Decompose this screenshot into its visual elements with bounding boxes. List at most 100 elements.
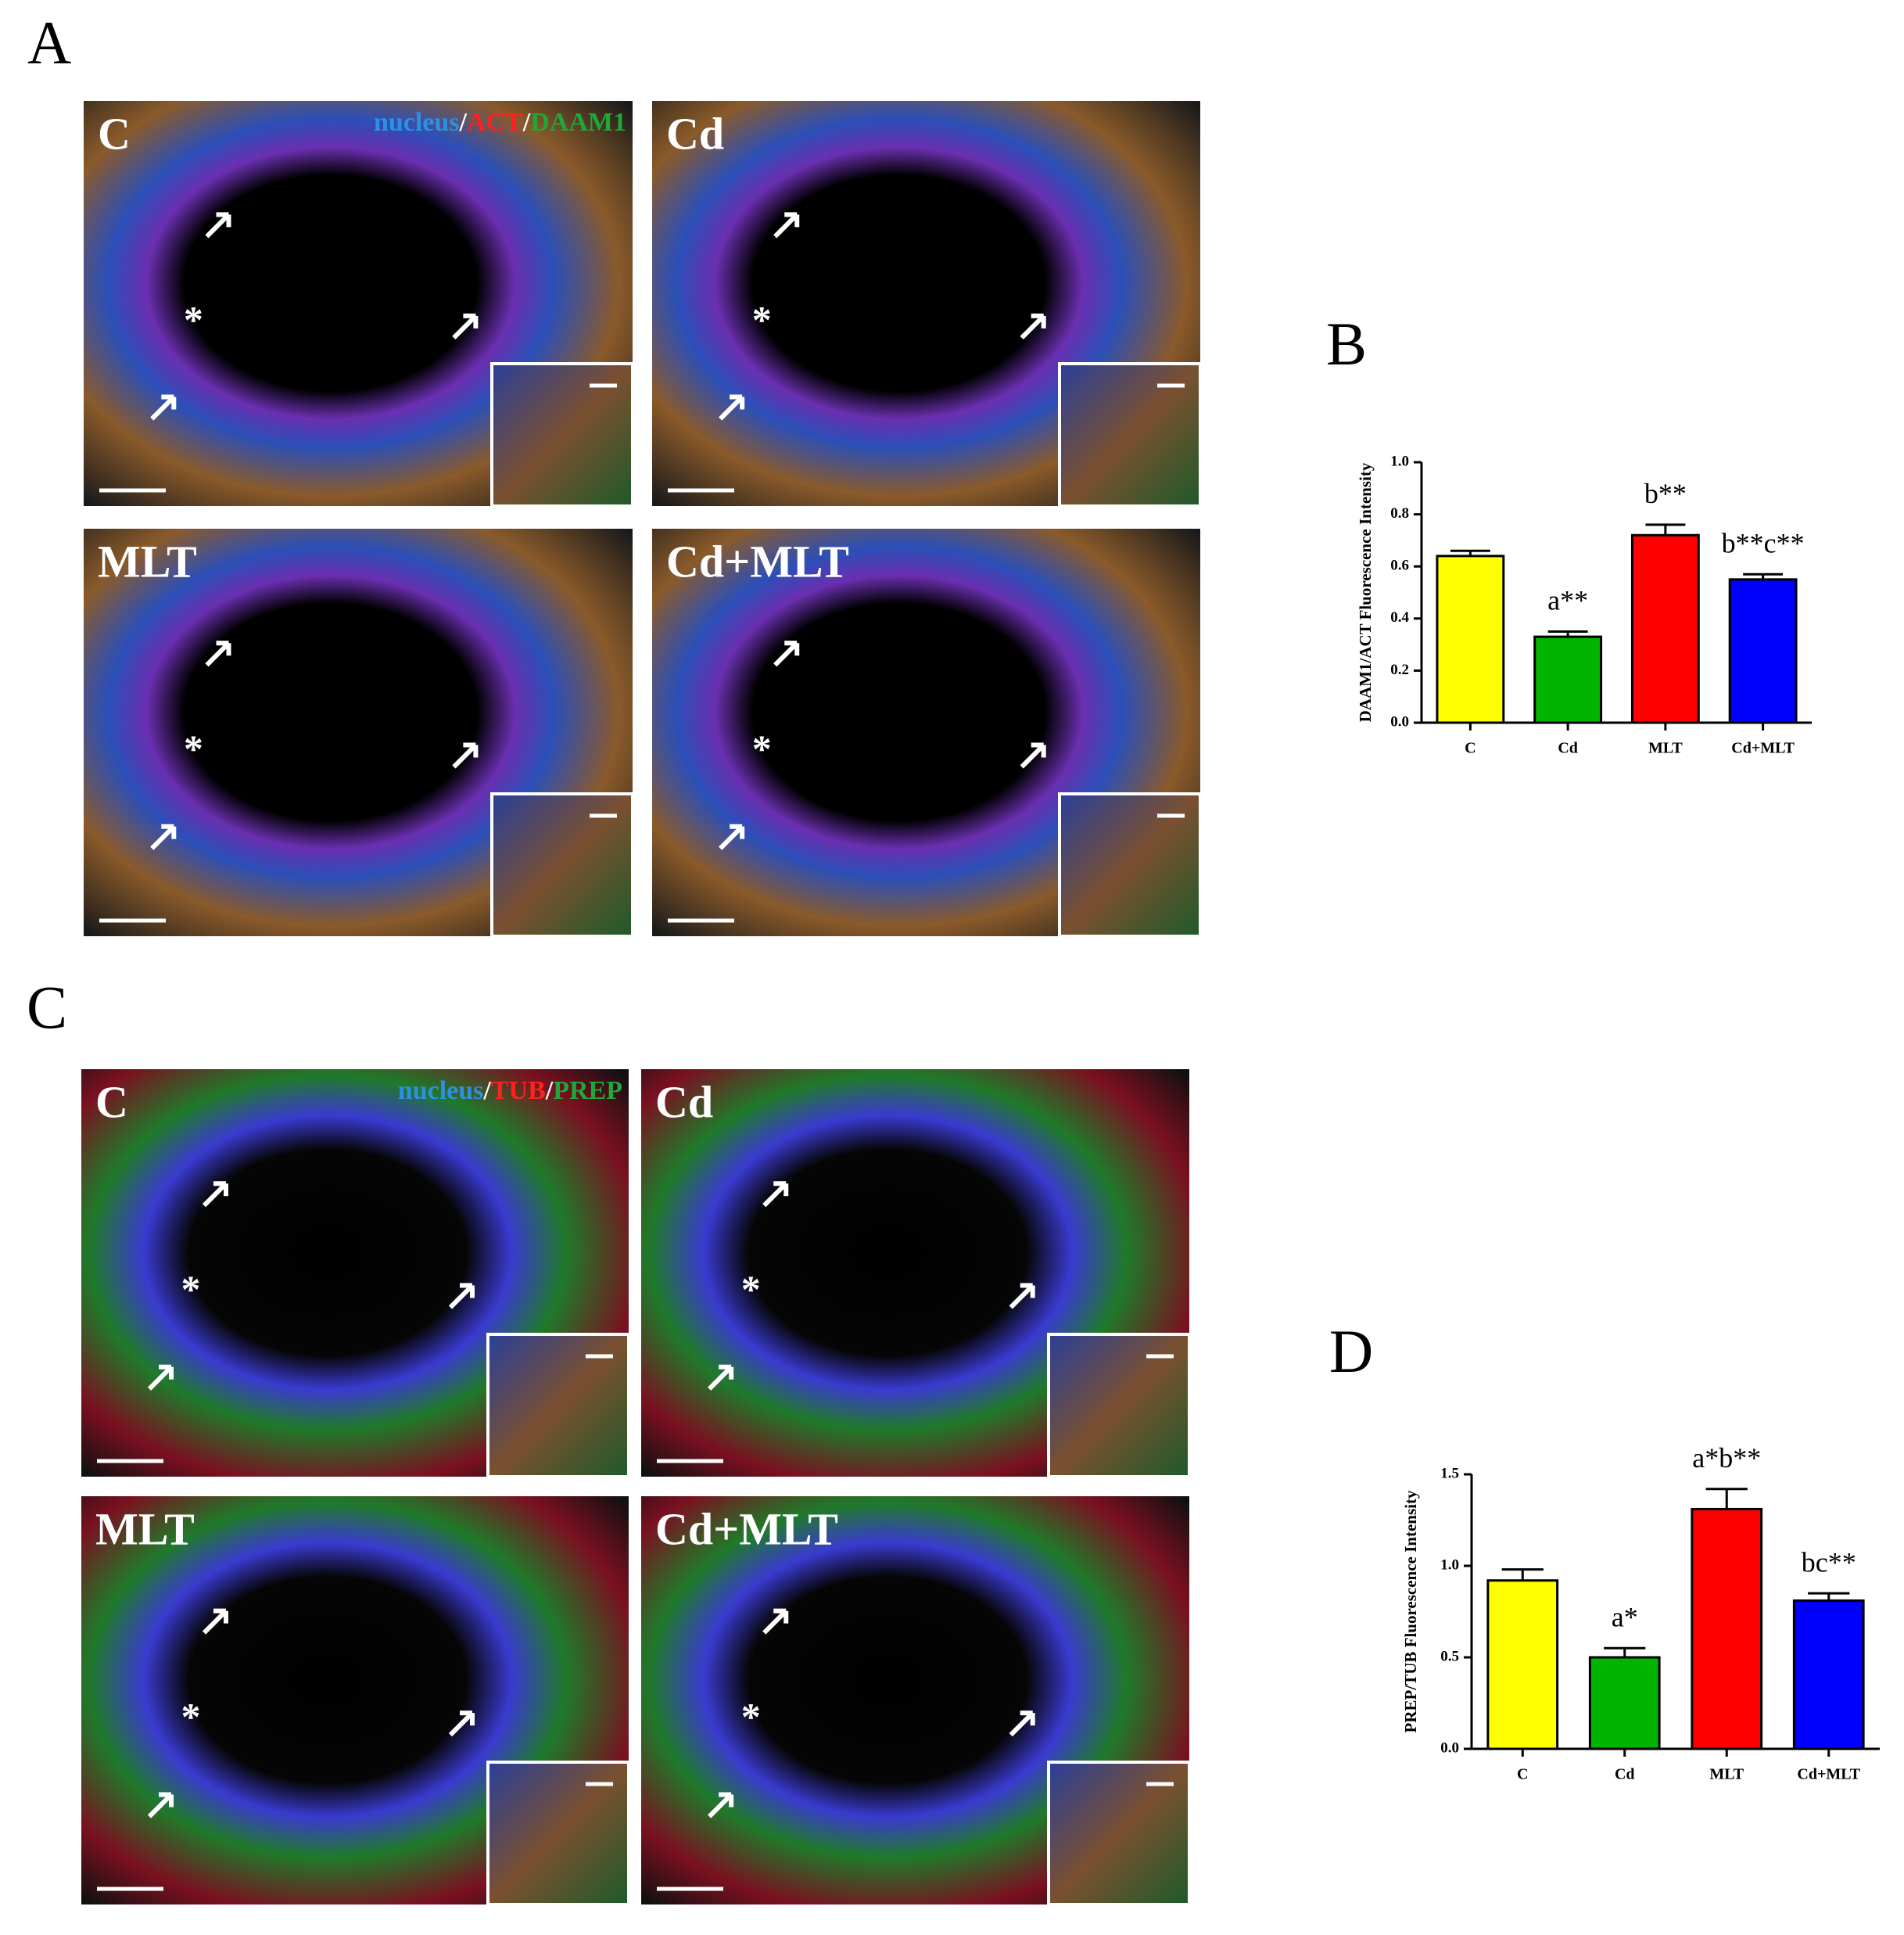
- arrow-marker: [708, 1364, 734, 1391]
- stain-legend: nucleus/TUB/PREP: [398, 1076, 622, 1105]
- y-tick-label: 1.5: [1440, 1465, 1459, 1481]
- arrow-marker: [150, 824, 177, 850]
- arrow-marker: [448, 1283, 475, 1309]
- panel-letter: D: [1329, 1317, 1373, 1385]
- stain-legend-part: /: [545, 1076, 554, 1105]
- y-tick-label: 1.0: [1440, 1556, 1459, 1573]
- x-tick-label: Cd+MLT: [1797, 1766, 1860, 1783]
- arrow-marker: [1009, 1283, 1035, 1309]
- arrow-marker: [448, 1711, 475, 1737]
- bar: [1691, 1507, 1763, 1750]
- sample-label: Cd: [655, 1076, 713, 1127]
- bar: [1486, 1579, 1559, 1750]
- arrow-marker: [205, 641, 231, 667]
- arrow-marker: [452, 313, 479, 340]
- sample-label: MLT: [98, 536, 197, 587]
- stain-legend-part: nucleus: [374, 108, 460, 137]
- asterisk: *: [181, 1695, 201, 1739]
- error-bar: [1604, 1646, 1646, 1657]
- y-tick-label: 0.0: [1440, 1739, 1459, 1756]
- sample-label: Cd+MLT: [655, 1503, 838, 1554]
- stain-legend-part: TUB: [491, 1076, 546, 1105]
- arrow-marker: [147, 1364, 174, 1391]
- y-tick-label: 0.5: [1440, 1648, 1459, 1664]
- arrow-marker: [452, 742, 479, 769]
- arrow-marker: [1020, 313, 1046, 340]
- error-bar: [1547, 630, 1588, 637]
- y-tick-label: 0.2: [1390, 662, 1409, 678]
- bar: [1436, 555, 1505, 724]
- arrow-marker: [147, 1792, 174, 1818]
- arrow-marker: [150, 394, 177, 421]
- y-tick-label: 0.8: [1390, 505, 1409, 522]
- sample-label: C: [95, 1076, 128, 1127]
- x-tick-label: C: [1465, 740, 1476, 757]
- sample-label: Cd: [666, 108, 724, 159]
- panel-letter: C: [27, 973, 67, 1041]
- error-bar: [1450, 549, 1490, 556]
- significance-label: b**: [1644, 478, 1687, 509]
- stain-legend-part: /: [459, 108, 468, 137]
- asterisk: *: [184, 297, 203, 341]
- bar: [1533, 635, 1603, 724]
- bar: [1630, 533, 1700, 724]
- error-bar: [1743, 573, 1784, 580]
- x-tick-label: C: [1517, 1766, 1528, 1783]
- x-tick-label: Cd+MLT: [1731, 740, 1795, 757]
- bar: [1728, 578, 1798, 724]
- y-tick-label: 0.4: [1390, 609, 1409, 626]
- error-bar: [1705, 1488, 1748, 1510]
- error-bar: [1645, 523, 1686, 536]
- arrow-marker: [1009, 1711, 1035, 1737]
- y-axis-label: DAAM1/ACT Fluorescence Intensity: [1356, 462, 1375, 722]
- arrow-marker: [202, 1181, 228, 1208]
- asterisk: *: [184, 727, 203, 770]
- arrow-marker: [773, 212, 800, 239]
- arrow-marker: [773, 641, 800, 667]
- y-tick-label: 0.6: [1390, 558, 1409, 574]
- asterisk: *: [181, 1267, 201, 1311]
- y-tick-label: 1.0: [1390, 453, 1409, 469]
- stain-legend-part: /: [482, 1076, 491, 1105]
- sample-label: Cd+MLT: [666, 536, 849, 587]
- bar: [1792, 1599, 1865, 1750]
- stain-legend-part: ACT: [467, 108, 523, 137]
- x-tick-label: MLT: [1709, 1766, 1744, 1783]
- arrow-marker: [762, 1608, 789, 1635]
- panel-letter: A: [27, 9, 71, 77]
- x-tick-label: MLT: [1648, 740, 1683, 757]
- bar: [1588, 1656, 1661, 1750]
- arrow-marker: [719, 824, 745, 850]
- significance-label: a**: [1547, 585, 1588, 616]
- significance-label: a*: [1612, 1602, 1638, 1633]
- stain-legend-part: /: [522, 108, 531, 137]
- arrow-marker: [708, 1792, 734, 1818]
- stain-legend-part: PREP: [553, 1076, 622, 1105]
- panel-letter: B: [1326, 310, 1367, 378]
- error-bar: [1501, 1568, 1544, 1581]
- stain-legend-part: DAAM1: [530, 108, 626, 137]
- stain-legend-part: nucleus: [398, 1076, 484, 1105]
- x-tick-label: Cd: [1558, 740, 1578, 757]
- arrow-marker: [762, 1181, 789, 1208]
- significance-label: b**c**: [1722, 527, 1805, 558]
- arrow-marker: [719, 394, 745, 421]
- x-tick-label: Cd: [1615, 1766, 1635, 1783]
- arrow-marker: [1020, 742, 1046, 769]
- significance-label: bc**: [1802, 1546, 1856, 1578]
- sample-label: C: [98, 108, 131, 159]
- asterisk: *: [752, 727, 772, 770]
- sample-label: MLT: [95, 1503, 195, 1554]
- significance-label: a*b**: [1692, 1442, 1761, 1474]
- y-tick-label: 0.0: [1390, 713, 1409, 730]
- arrow-marker: [205, 212, 231, 239]
- asterisk: *: [741, 1695, 761, 1739]
- error-bar: [1808, 1592, 1850, 1601]
- asterisk: *: [741, 1267, 761, 1311]
- asterisk: *: [752, 297, 772, 341]
- stain-legend: nucleus/ACT/DAAM1: [374, 108, 626, 137]
- y-axis-label: PREP/TUB Fluorescence Intensity: [1401, 1490, 1420, 1732]
- arrow-marker: [202, 1608, 228, 1635]
